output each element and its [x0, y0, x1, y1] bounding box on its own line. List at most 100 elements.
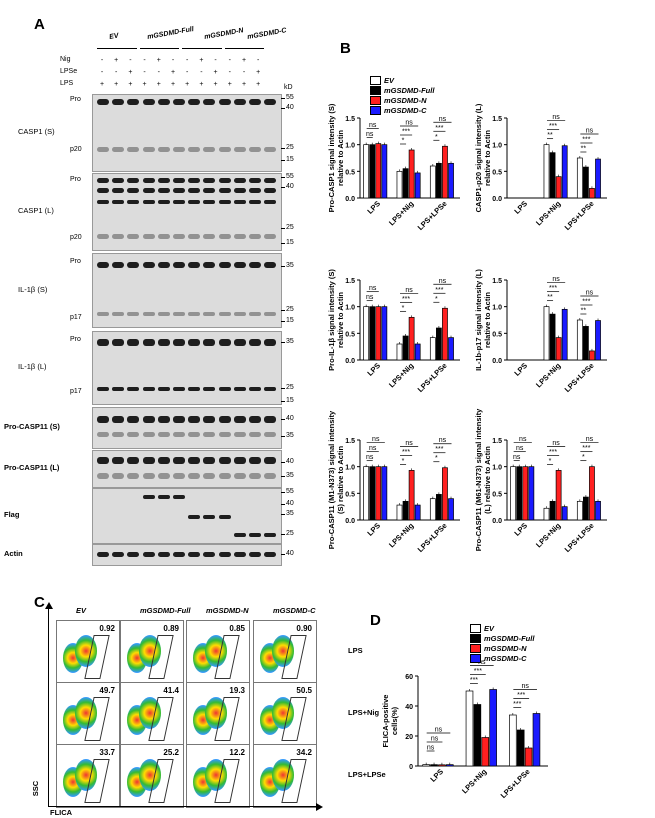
mw-tick: [281, 177, 285, 178]
treatment-mark: -: [100, 57, 104, 64]
blot-band: [203, 200, 216, 204]
facs-row-label: LPS+LPSe: [348, 770, 386, 779]
bar: [436, 162, 442, 199]
sig-label: ns: [405, 120, 413, 127]
category-label: LPS+Nig: [534, 199, 563, 228]
blot-band: [127, 99, 140, 105]
bar: [532, 713, 541, 767]
blot-band: [142, 432, 155, 437]
bar: [408, 470, 415, 521]
blot-band: [112, 147, 125, 152]
y-tick-label: 1.5: [345, 116, 355, 123]
blot-band: [188, 312, 201, 316]
bar: [442, 467, 448, 521]
blot-band: [233, 339, 246, 346]
y-tick-label: 1.0: [345, 465, 355, 472]
blot-panel-name: IL-1β (L): [18, 362, 47, 371]
blot-band: [142, 552, 155, 557]
bar: [516, 729, 525, 767]
treatment-mark: -: [228, 69, 231, 76]
bar: [549, 500, 556, 521]
sig-label: *: [402, 138, 405, 145]
bar: [436, 494, 442, 521]
blot-sub-label: p17: [70, 314, 82, 321]
facs-plot: 33.7: [56, 744, 120, 808]
category-label: LPS: [512, 199, 529, 216]
y-axis-label: IL-1b-p17 signal intensity (L)relative t…: [474, 269, 492, 371]
facs-plot: 0.92: [56, 620, 120, 684]
blot-panel-name: Pro-CASP11 (S): [4, 422, 60, 431]
panel-label-c: C: [34, 594, 45, 611]
y-tick-label: 0: [409, 764, 413, 771]
bar: [528, 466, 535, 521]
treatment-mark: +: [114, 57, 119, 64]
blot-band: [249, 234, 261, 239]
facs-density: [272, 759, 294, 791]
bar: [422, 764, 430, 767]
blot-band: [112, 99, 125, 105]
bar: [555, 176, 562, 199]
sig-label: ***: [474, 668, 482, 675]
mw-marker: 35: [286, 510, 294, 517]
y-axis-label: Pro-CASP1 signal intensity (S)relative t…: [327, 103, 345, 212]
blot-band: [112, 552, 125, 557]
category-label: LPS+Nig: [387, 199, 416, 228]
bar: [473, 704, 482, 767]
treatment-mark: +: [142, 81, 147, 88]
bar: [375, 466, 382, 521]
category-label: LPS: [512, 521, 529, 538]
category-label: LPS+Nig: [534, 521, 563, 550]
bar: [429, 337, 436, 361]
sig-label: ns: [552, 276, 560, 283]
blot-band: [112, 262, 125, 268]
sig-label: ns: [431, 736, 439, 743]
sig-label: ***: [513, 701, 521, 708]
bar: [402, 335, 409, 361]
blot-band: [173, 99, 185, 105]
blot-band: [218, 339, 231, 346]
sig-label: *: [549, 458, 552, 465]
sig-label: ns: [552, 440, 560, 447]
bar: [414, 172, 421, 199]
blot-band: [188, 234, 201, 239]
panel-label-b: B: [340, 40, 351, 57]
blot-panel-name: CASP1 (S): [18, 127, 55, 136]
blot-band: [249, 178, 261, 183]
bar: [561, 506, 568, 521]
y-tick-label: 1.5: [345, 438, 355, 445]
blot-band: [173, 200, 185, 204]
bar: [543, 306, 550, 361]
y-tick-label: 0.5: [345, 169, 355, 176]
blot-band: [264, 188, 277, 193]
blot-band: [173, 432, 185, 437]
blot-band: [142, 234, 155, 239]
blot-band: [233, 387, 246, 391]
bar: [524, 747, 533, 767]
bar: [429, 165, 436, 199]
mw-marker: 55: [286, 488, 294, 495]
bar: [369, 144, 376, 199]
bar: [429, 498, 436, 521]
mw-marker: 25: [286, 530, 294, 537]
y-tick-label: 0.0: [492, 518, 502, 525]
bar: [369, 306, 376, 361]
mw-tick: [281, 310, 285, 311]
bar: [396, 343, 403, 361]
blot-band: [264, 99, 277, 105]
sig-label: ns: [521, 683, 529, 690]
sig-label: ns: [552, 114, 560, 121]
mw-marker: 15: [286, 397, 294, 404]
blot-band: [173, 188, 185, 193]
blot-band: [233, 178, 246, 183]
y-axis-label: Pro-CASP11 (M61-N373) signal intensity(L…: [474, 408, 492, 551]
blot-group-line: [97, 48, 137, 49]
facs-column-label: mGSDMD-N: [206, 606, 249, 615]
blot-panel-name: Actin: [4, 549, 23, 558]
mw-tick: [281, 342, 285, 343]
facs-density: [272, 635, 294, 667]
bar: [381, 466, 388, 521]
facs-column-label: mGSDMD-Full: [140, 606, 191, 615]
legend-item: mGSDMD-N: [370, 92, 427, 110]
blot-band: [218, 188, 231, 193]
blot-band: [142, 457, 155, 464]
